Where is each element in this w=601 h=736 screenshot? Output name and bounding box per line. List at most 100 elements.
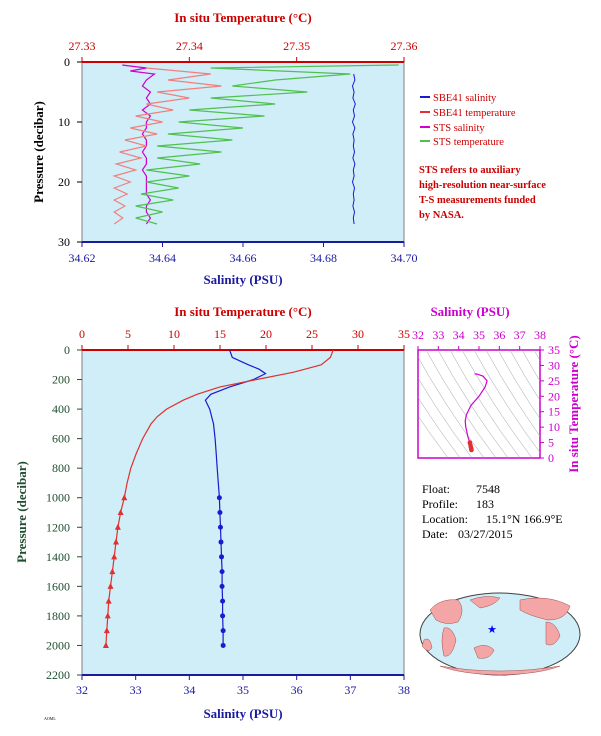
main-chart-temperature-axis-title: In situ Temperature (°C) bbox=[174, 304, 312, 319]
density-contour bbox=[425, 350, 497, 458]
main-sal-tick-label: 33 bbox=[130, 683, 142, 697]
top-temp-tick-label: 27.34 bbox=[176, 39, 203, 53]
note-line-1: STS refers to auxiliary bbox=[419, 165, 521, 176]
main-pres-tick-label: 1600 bbox=[46, 579, 70, 593]
main-temp-tick-label: 20 bbox=[260, 327, 272, 341]
temperature-marker bbox=[103, 627, 110, 634]
profile-label: Profile: bbox=[422, 497, 458, 511]
ts-temp-tick-label: 20 bbox=[548, 389, 560, 403]
main-pres-tick-label: 1200 bbox=[46, 520, 70, 534]
map-land bbox=[421, 596, 571, 676]
density-contour bbox=[521, 350, 540, 382]
density-contour bbox=[485, 350, 540, 437]
main-pres-tick-label: 600 bbox=[52, 432, 70, 446]
top-temp-tick-label: 27.35 bbox=[283, 39, 310, 53]
date-label: Date: bbox=[422, 527, 448, 541]
top-chart-series bbox=[112, 64, 399, 225]
main-pres-tick-label: 1400 bbox=[46, 550, 70, 564]
density-contour bbox=[418, 356, 485, 458]
main-sal-tick-label: 34 bbox=[183, 683, 195, 697]
main-temp-tick-label: 30 bbox=[352, 327, 364, 341]
main-sal-tick-label: 32 bbox=[76, 683, 88, 697]
temperature-marker bbox=[105, 597, 112, 604]
salinity-marker bbox=[220, 598, 226, 604]
map-float-marker: ★ bbox=[487, 624, 497, 636]
salinity-marker bbox=[218, 539, 224, 545]
ts-series bbox=[464, 373, 488, 453]
density-contour bbox=[418, 396, 461, 458]
salinity-marker bbox=[220, 628, 226, 634]
ts-temperature-axis-title: In situ Temperature (°C) bbox=[566, 335, 581, 473]
top-sal-tick-label: 34.68 bbox=[310, 251, 337, 265]
temperature-marker bbox=[114, 523, 121, 530]
temperature-marker bbox=[113, 538, 120, 545]
top-chart-salinity-axis-title: Salinity (PSU) bbox=[203, 272, 282, 287]
temperature-marker bbox=[107, 582, 114, 589]
location-label: Location: bbox=[422, 512, 468, 526]
top-sal-tick-label: 34.62 bbox=[69, 251, 96, 265]
ts-temp-tick-label: 30 bbox=[548, 358, 560, 372]
density-contour bbox=[473, 350, 540, 454]
ts-temp-tick-label: 5 bbox=[548, 436, 554, 450]
top-chart-note: STS refers to auxiliary high-resolution … bbox=[419, 165, 546, 221]
top-sal-tick-label: 34.66 bbox=[230, 251, 257, 265]
ts-deep-marker bbox=[467, 440, 473, 445]
main-pres-tick-label: 0 bbox=[64, 343, 70, 357]
main-chart: In situ Temperature (°C) 0 5 10 15 20 25 30 35 … bbox=[14, 304, 410, 721]
main-sal-tick-label: 37 bbox=[344, 683, 356, 697]
date-value: 03/27/2015 bbox=[458, 527, 513, 541]
salinity-marker bbox=[219, 554, 225, 560]
density-contour bbox=[418, 415, 449, 458]
top-temp-tick-label: 27.33 bbox=[69, 39, 96, 53]
top-chart-salinity-tick-labels: 34.62 34.64 34.66 34.68 34.70 bbox=[69, 241, 418, 265]
top-sbe41-salinity-line bbox=[351, 73, 356, 225]
ts-plot-area bbox=[417, 349, 541, 459]
location-value: 15.1°N 166.9°E bbox=[486, 512, 563, 526]
ts-sal-tick-label: 37 bbox=[514, 328, 526, 342]
top-chart-legend: SBE41 salinity SBE41 temperature STS sal… bbox=[420, 93, 516, 148]
salinity-marker bbox=[217, 524, 223, 530]
main-pres-tick-label: 400 bbox=[52, 402, 70, 416]
top-sts-salinity-line bbox=[122, 64, 156, 225]
main-chart-salinity-tick-labels: 32 33 34 35 36 37 38 bbox=[76, 674, 410, 697]
main-sal-tick-label: 38 bbox=[398, 683, 410, 697]
ts-temp-tick-label: 25 bbox=[548, 374, 560, 388]
ts-temp-tick-label: 10 bbox=[548, 420, 560, 434]
top-pres-tick-label: 10 bbox=[58, 115, 70, 129]
top-temp-tick-label: 27.36 bbox=[391, 39, 418, 53]
note-line-2: high-resolution near-surface bbox=[419, 180, 546, 191]
ts-sal-tick-label: 33 bbox=[432, 328, 444, 342]
temperature-marker bbox=[102, 641, 109, 648]
temperature-marker bbox=[104, 612, 111, 619]
top-chart-pressure-axis-title: Pressure (decibar) bbox=[31, 101, 46, 203]
ts-sal-tick-label: 34 bbox=[453, 328, 465, 342]
salinity-marker bbox=[220, 613, 226, 619]
main-pres-tick-label: 2000 bbox=[46, 638, 70, 652]
top-chart-temperature-tick-labels: 27.33 27.34 27.35 27.36 bbox=[69, 39, 418, 63]
float-value: 7548 bbox=[476, 482, 500, 496]
main-temp-tick-label: 35 bbox=[398, 327, 410, 341]
main-temp-tick-label: 5 bbox=[125, 327, 131, 341]
density-contour bbox=[449, 350, 521, 458]
main-chart-salinity-axis-title: Salinity (PSU) bbox=[203, 706, 282, 721]
salinity-marker bbox=[216, 495, 222, 501]
main-temp-tick-label: 0 bbox=[79, 327, 85, 341]
main-pres-tick-label: 1000 bbox=[46, 491, 70, 505]
top-sal-tick-label: 34.70 bbox=[391, 251, 418, 265]
main-chart-pressure-tick-labels: 0 200 400 600 800 1000 1200 1400 1600 1800 2000 220… bbox=[46, 343, 82, 682]
note-line-3: T-S measurements funded bbox=[419, 195, 536, 206]
main-plot-area bbox=[81, 349, 405, 676]
main-chart-temperature-tick-labels: 0 5 10 15 20 25 30 35 bbox=[79, 327, 410, 351]
density-contour bbox=[509, 350, 540, 402]
salinity-marker bbox=[219, 569, 225, 575]
float-info: Float: 7548 Profile: 183 Location: 15.1°… bbox=[422, 482, 563, 541]
ts-temp-tick-label: 0 bbox=[548, 451, 554, 465]
footer-tag: AOML bbox=[44, 716, 56, 721]
top-pres-tick-label: 0 bbox=[64, 55, 70, 69]
density-contour bbox=[461, 350, 533, 458]
top-sal-tick-label: 34.64 bbox=[149, 251, 176, 265]
main-pres-tick-label: 200 bbox=[52, 373, 70, 387]
